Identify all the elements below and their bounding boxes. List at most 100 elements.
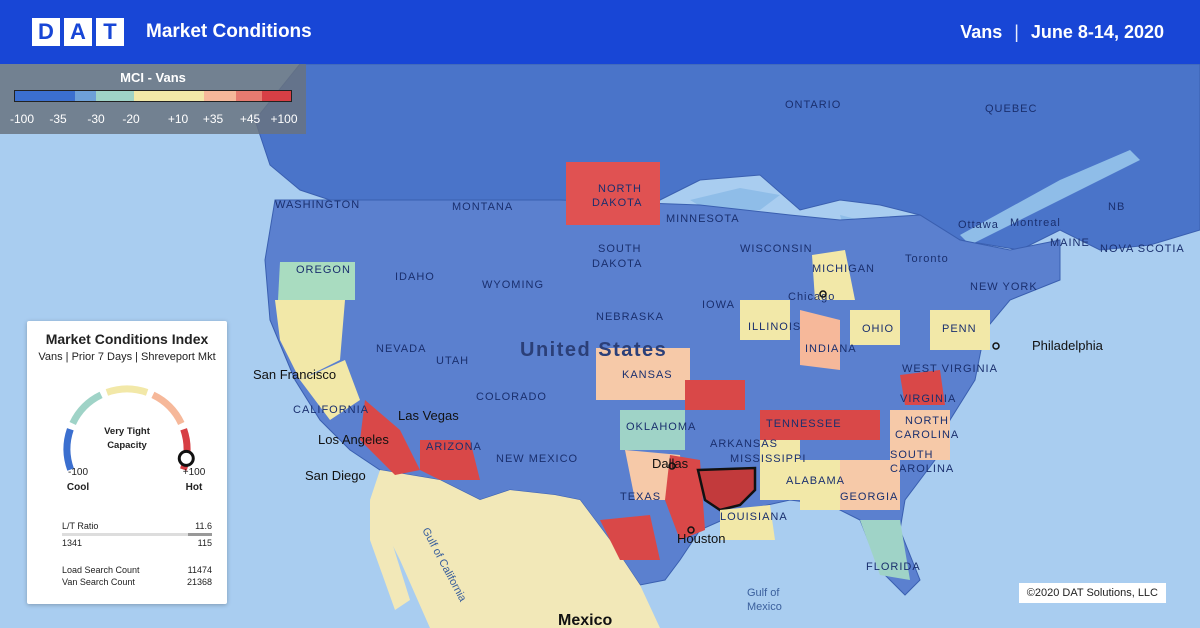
label-san-diego: San Diego [305, 468, 366, 483]
zone-oklahoma [620, 410, 685, 450]
zone-mississippi [760, 440, 800, 500]
label-iowa: IOWA [702, 299, 735, 311]
header-title: Market Conditions [146, 21, 312, 42]
label-new-mexico: NEW MEXICO [496, 453, 578, 465]
label-oklahoma: OKLAHOMA [626, 421, 696, 433]
label-north-carolina-1: NORTH [905, 415, 949, 427]
zone-california-central [300, 360, 360, 420]
label-ontario: ONTARIO [785, 99, 841, 111]
label-tennessee: TENNESSEE [766, 418, 842, 430]
legend-swatch [96, 91, 135, 101]
copyright-notice: ©2020 DAT Solutions, LLC [1018, 583, 1166, 603]
label-wisconsin: WISCONSIN [740, 243, 813, 255]
van-search-row: Van Search Count 21368 [62, 577, 212, 587]
zone-carolina [890, 410, 950, 460]
legend-title: MCI - Vans [120, 70, 186, 85]
label-penn: PENN [942, 323, 977, 335]
load-search-row: Load Search Count 11474 [62, 565, 212, 575]
legend-tick-label: -100 [9, 112, 35, 126]
label-nebraska: NEBRASKA [596, 311, 664, 323]
header-separator: | [1014, 21, 1019, 42]
label-minnesota: MINNESOTA [666, 213, 740, 225]
load-search-value: 11474 [187, 565, 212, 575]
label-gulf-of-mexico-2: Mexico [747, 601, 782, 613]
label-south-dakota-1: SOUTH [598, 243, 642, 255]
gauge-max-label: +100 [183, 467, 206, 478]
label-montreal: Montreal [1010, 217, 1061, 229]
legend-ticks: -100 -35 -30 -20 +10 +35 +45 +100 [0, 112, 306, 128]
trucks-count: 115 [197, 538, 212, 548]
label-south: SOUTH [890, 449, 934, 461]
label-maine: MAINE [1050, 237, 1090, 249]
mci-card: Market Conditions Index Vans | Prior 7 D… [27, 321, 227, 604]
equipment-label: Vans [960, 21, 1003, 42]
label-quebec: QUEBEC [985, 103, 1037, 115]
label-nova-scotia: NOVA SCOTIA [1100, 243, 1185, 255]
zone-louisiana [720, 505, 775, 540]
card-title: Market Conditions Index [45, 331, 209, 347]
label-louisiana: LOUISIANA [720, 511, 788, 523]
zone-ohio [850, 310, 900, 345]
label-california: CALIFORNIA [293, 404, 369, 416]
mexico-region [370, 470, 660, 628]
label-nb: NB [1108, 201, 1125, 213]
zone-kansas [596, 348, 690, 400]
legend-tick-label: +45 [239, 112, 261, 126]
label-carolina: CAROLINA [890, 463, 954, 475]
lt-ratio-label: L/T Ratio [62, 521, 99, 531]
label-philadelphia: Philadelphia [1032, 338, 1104, 353]
legend-swatch [15, 91, 75, 101]
label-nevada: NEVADA [376, 343, 426, 355]
zone-penn [930, 310, 990, 350]
legend-swatch [203, 91, 237, 101]
label-wyoming: WYOMING [482, 279, 544, 291]
mci-gauge: Very Tight Capacity -100 +100 Cool Hot [63, 385, 206, 493]
legend-tick-label: +10 [167, 112, 189, 126]
label-ohio: OHIO [862, 323, 894, 335]
zone-california-north [275, 300, 345, 380]
label-arizona: ARIZONA [426, 441, 482, 453]
gauge-segment [69, 391, 103, 426]
load-truck-row: 1341 115 [62, 538, 212, 548]
zone-arizona-red [420, 440, 480, 480]
label-idaho: IDAHO [395, 271, 435, 283]
label-colorado: COLORADO [476, 391, 547, 403]
label-montana: MONTANA [452, 201, 513, 213]
legend-swatch [74, 91, 97, 101]
label-texas: TEXAS [620, 491, 661, 503]
zone-east-texas-red [665, 455, 705, 540]
card-subtitle: Vans | Prior 7 Days | Shreveport Mkt [38, 351, 216, 363]
gauge-status-line2: Capacity [107, 440, 147, 451]
gauge-segment [151, 391, 185, 426]
label-alabama: ALABAMA [786, 475, 845, 487]
city-marker-dallas [668, 462, 676, 470]
zone-georgia [840, 460, 900, 510]
label-san-francisco: San Francisco [253, 367, 336, 382]
lt-ratio-value: 11.6 [195, 521, 212, 531]
legend-tick-label: +100 [270, 112, 298, 126]
gauge-segment [63, 428, 74, 471]
van-search-label: Van Search Count [62, 577, 135, 587]
label-georgia: GEORGIA [840, 491, 898, 503]
gauge-segment [180, 428, 191, 471]
gauge-min-label: -100 [68, 467, 88, 478]
load-search-label: Load Search Count [62, 565, 140, 575]
header-bar: D A T Market Conditions Vans | June 8-14… [0, 0, 1200, 64]
label-washington: WASHINGTON [275, 199, 360, 211]
legend-tick-label: -30 [87, 112, 105, 126]
lt-ratio-row: L/T Ratio 11.6 [62, 521, 212, 531]
lt-ratio-bar [62, 533, 212, 536]
label-virginia: VIRGINIA [900, 393, 956, 405]
legend-tick-label: -35 [49, 112, 67, 126]
zone-oregon [278, 262, 355, 300]
gauge-hot-label: Hot [186, 482, 203, 493]
zone-alabama [800, 460, 840, 510]
logo-letter-t: T [96, 18, 124, 46]
loads-count: 1341 [62, 538, 83, 548]
dat-logo: D A T [32, 18, 124, 46]
zone-michigan [812, 250, 855, 300]
baja-peninsula [370, 500, 410, 610]
gauge-segment [105, 385, 149, 396]
label-north-dakota-2: DAKOTA [592, 197, 642, 209]
zone-north-dakota [566, 162, 660, 225]
